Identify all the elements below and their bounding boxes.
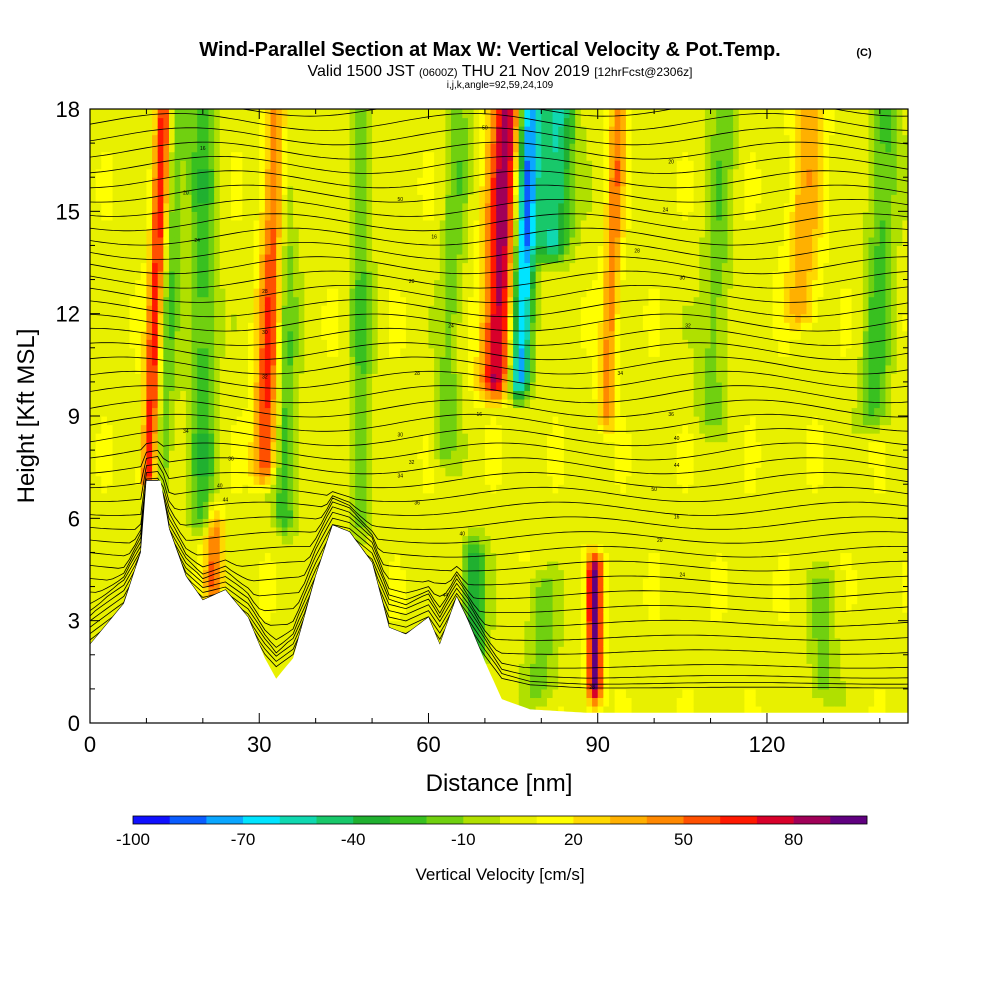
colorbar-swatch	[427, 816, 464, 824]
contour-label: 50	[651, 487, 657, 493]
chart-subtitle: Valid 1500 JST (0600Z) THU 21 Nov 2019 […	[308, 63, 693, 80]
y-tick-label: 9	[68, 404, 80, 429]
y-tick-label: 18	[56, 97, 80, 122]
contour-label: 16	[477, 412, 483, 418]
contour-label: 34	[618, 371, 624, 377]
contour-label: 24	[663, 207, 669, 213]
cross-section-chart: Wind-Parallel Section at Max W: Vertical…	[0, 0, 1000, 1000]
contour-label: 20	[668, 160, 674, 166]
contour-label: 24	[680, 572, 686, 578]
colorbar-swatch	[133, 816, 170, 824]
colorbar-swatch	[280, 816, 317, 824]
y-tick-label: 12	[56, 302, 80, 327]
contour-label: 28	[262, 289, 268, 295]
contour-label: 32	[409, 460, 415, 466]
contour-label: 32	[685, 323, 691, 329]
contour-label: 24	[448, 323, 454, 329]
colorbar-tick-label: 20	[564, 830, 583, 849]
colorbar-swatch	[317, 816, 354, 824]
contour-label: 28	[589, 685, 595, 691]
contour-label: 16	[674, 514, 680, 520]
colorbar-tick-label: 80	[784, 830, 803, 849]
contour-label: 30	[398, 433, 404, 439]
colorbar: -100 -70 -40 -10 20 50 80	[116, 816, 867, 849]
colorbar-swatch	[390, 816, 427, 824]
y-tick-label: 15	[56, 199, 80, 224]
contour-label: 16	[200, 146, 206, 152]
chart-title-mark: (C)	[856, 47, 872, 59]
x-tick-label: 120	[749, 732, 786, 757]
colorbar-swatch	[170, 816, 207, 824]
x-tick-label: 0	[84, 732, 96, 757]
colorbar-swatch	[757, 816, 794, 824]
y-tick-label: 6	[68, 506, 80, 531]
colorbar-tick-label: -100	[116, 830, 150, 849]
colorbar-swatch	[794, 816, 831, 824]
colorbar-swatch	[684, 816, 721, 824]
contour-label: 50	[398, 197, 404, 203]
colorbar-swatch	[830, 816, 867, 824]
contour-label: 44	[443, 593, 449, 599]
subtitle-date: THU 21 Nov 2019	[462, 63, 590, 80]
contour-label: 34	[183, 429, 189, 435]
colorbar-tick-label: 50	[674, 830, 693, 849]
contour-label: 24	[194, 238, 200, 244]
colorbar-swatch	[206, 816, 243, 824]
y-tick-label: 3	[68, 609, 80, 634]
colorbar-swatch	[243, 816, 280, 824]
contour-label: 20	[409, 279, 415, 285]
subtitle-utc: (0600Z)	[419, 67, 458, 79]
y-axis-label: Height [Kft MSL]	[13, 329, 40, 504]
contour-label: 34	[398, 473, 404, 479]
y-tick-label: 0	[68, 711, 80, 736]
contour-label: 30	[680, 276, 686, 282]
subtitle-valid: Valid 1500 JST	[308, 63, 416, 80]
x-tick-label: 90	[585, 732, 609, 757]
contour-label: 36	[668, 412, 674, 418]
contour-label: 44	[674, 463, 680, 469]
colorbar-swatch	[647, 816, 684, 824]
colorbar-swatch	[500, 816, 537, 824]
colorbar-tick-label: -40	[341, 830, 366, 849]
colorbar-tick-label: -10	[451, 830, 476, 849]
colorbar-tick-label: -70	[231, 830, 256, 849]
colorbar-swatch	[537, 816, 574, 824]
colorbar-swatch	[720, 816, 757, 824]
contour-label: 30	[262, 330, 268, 336]
chart-params: i,j,k,angle=92,59,24,109	[447, 80, 554, 91]
contour-label: 20	[183, 190, 189, 196]
contour-label: 28	[634, 248, 640, 254]
contour-label: 20	[657, 538, 663, 544]
contour-label: 28	[414, 371, 420, 377]
colorbar-swatch	[610, 816, 647, 824]
x-tick-label: 30	[247, 732, 271, 757]
contour-label: 40	[217, 484, 223, 490]
colorbar-label: Vertical Velocity [cm/s]	[415, 865, 584, 884]
colorbar-swatch	[573, 816, 610, 824]
contour-label: 44	[223, 497, 229, 503]
contour-label: 36	[228, 456, 234, 462]
contour-label: 50	[482, 126, 488, 132]
colorbar-swatch	[463, 816, 500, 824]
x-tick-label: 60	[416, 732, 440, 757]
chart-stage: Wind-Parallel Section at Max W: Vertical…	[0, 0, 1000, 1000]
x-axis-label: Distance [nm]	[426, 770, 573, 797]
contour-label: 32	[262, 375, 268, 381]
contour-label: 40	[460, 531, 466, 537]
chart-title: Wind-Parallel Section at Max W: Vertical…	[199, 39, 780, 61]
contour-label: 40	[674, 436, 680, 442]
colorbar-swatch	[353, 816, 390, 824]
contour-label: 16	[431, 235, 437, 241]
subtitle-forecast: [12hrFcst@2306z]	[594, 65, 692, 79]
contour-label: 36	[414, 501, 420, 507]
